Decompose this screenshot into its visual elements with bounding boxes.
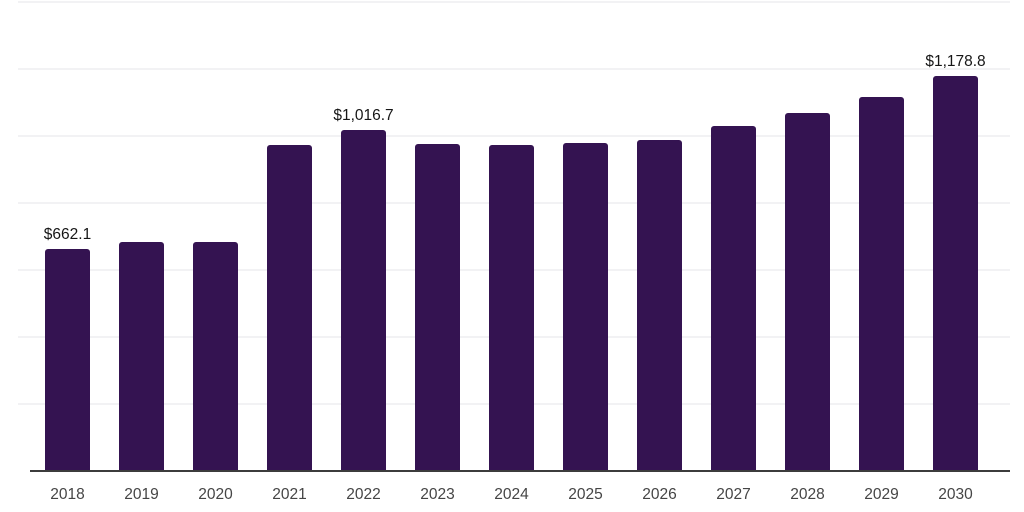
bar-2027[interactable] xyxy=(711,125,756,472)
x-tick-2030: 2030 xyxy=(938,486,973,503)
x-tick-2019: 2019 xyxy=(124,486,159,503)
x-tick-2022: 2022 xyxy=(346,486,381,503)
bar-2028[interactable] xyxy=(785,112,830,472)
bar-2021[interactable] xyxy=(267,144,312,472)
bar-2023[interactable] xyxy=(415,144,460,472)
data-label-2022: $1,016.7 xyxy=(333,107,394,125)
x-tick-2020: 2020 xyxy=(198,486,233,503)
bar-2018[interactable] xyxy=(45,248,90,472)
gridline-1200 xyxy=(18,67,1010,70)
x-tick-2026: 2026 xyxy=(642,486,677,503)
bar-2020[interactable] xyxy=(193,242,238,472)
bar-2025[interactable] xyxy=(563,142,608,472)
data-label-2030: $1,178.8 xyxy=(925,52,986,70)
gridline-1400 xyxy=(18,0,1010,3)
bar-2030[interactable] xyxy=(933,75,978,472)
x-tick-2027: 2027 xyxy=(716,486,751,503)
x-tick-2018: 2018 xyxy=(50,486,85,503)
bar-2019[interactable] xyxy=(119,242,164,472)
x-tick-2028: 2028 xyxy=(790,486,825,503)
bar-2029[interactable] xyxy=(859,96,904,472)
gridline-1000 xyxy=(18,134,1010,137)
x-tick-2029: 2029 xyxy=(864,486,899,503)
x-tick-2025: 2025 xyxy=(568,486,603,503)
x-tick-2023: 2023 xyxy=(420,486,455,503)
x-axis-line xyxy=(30,470,1010,472)
bar-2024[interactable] xyxy=(489,145,534,472)
bar-2022[interactable] xyxy=(341,130,386,472)
x-tick-2024: 2024 xyxy=(494,486,529,503)
bar-2026[interactable] xyxy=(637,139,682,472)
x-tick-2021: 2021 xyxy=(272,486,307,503)
data-label-2018: $662.1 xyxy=(43,225,92,243)
